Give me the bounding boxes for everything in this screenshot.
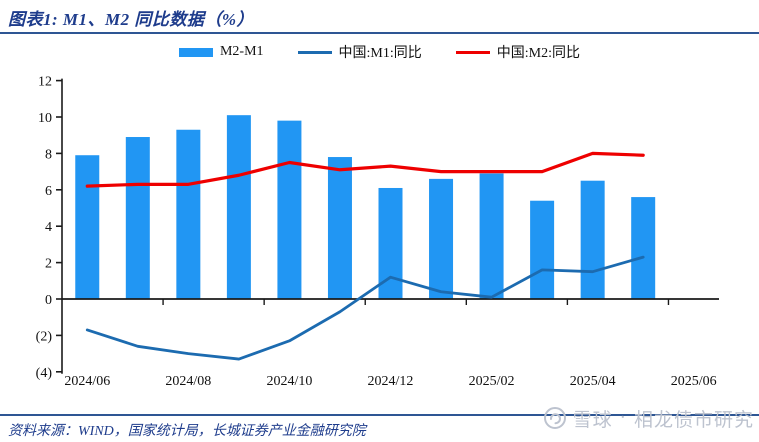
bar-2025/04 <box>580 180 605 299</box>
line-series-中国:M2:同比 <box>85 151 645 188</box>
figure-title: 图表1: M1、M2 同比数据（%） <box>8 10 255 29</box>
bar-2024/10 <box>277 120 302 299</box>
legend-item-0: M2-M1 <box>178 44 264 60</box>
chart-area: 12 10 8 6 4 2 0 (2) (4) 2024/06 2024/08 2024/10 2024… <box>0 66 759 400</box>
y-tick-label-2: 2 <box>45 257 52 272</box>
bar-2024/11 <box>327 157 352 299</box>
x-tick-label-2024/06: 2024/06 <box>64 374 110 389</box>
bar-2025/03 <box>530 200 555 299</box>
x-tick-label-2024/10: 2024/10 <box>266 374 312 389</box>
legend-label-1: 中国:M1:同比 <box>338 46 422 61</box>
source-note: 资料来源：WIND，国家统计局，长城证券产业金融研究院 <box>8 424 366 439</box>
watermark-brand: 雪球 <box>572 409 613 431</box>
bar-2025/01 <box>429 178 454 299</box>
bar-2024/07 <box>125 137 150 299</box>
y-tick-label-12: 12 <box>38 75 52 90</box>
legend-label-0: M2-M1 <box>219 44 264 59</box>
bar-2024/08 <box>176 129 201 299</box>
x-tick-label-2025/06: 2025/06 <box>671 374 717 389</box>
legend-item-1: 中国:M1:同比 <box>297 42 422 62</box>
chart-svg: 12 10 8 6 4 2 0 (2) (4) 2024/06 2024/08 2024/10 2024… <box>36 75 719 389</box>
legend-swatch-1 <box>297 50 332 54</box>
y-tick-label--2: (2) <box>36 329 53 344</box>
y-tick-label-6: 6 <box>45 184 52 199</box>
y-tick-label-8: 8 <box>45 147 52 162</box>
line-series-中国:M1:同比 <box>85 255 645 361</box>
chart-legend: M2-M1 中国:M1:同比 中国:M2:同比 <box>0 42 759 62</box>
legend-item-2: 中国:M2:同比 <box>455 42 581 62</box>
watermark-account: 相龙债市研究 <box>633 409 754 431</box>
x-tick-label-2024/12: 2024/12 <box>368 374 414 389</box>
x-tick-label-2025/02: 2025/02 <box>469 374 515 389</box>
bar-2024/09 <box>226 115 251 300</box>
watermark-separator: · <box>619 407 627 428</box>
legend-swatch-0 <box>178 47 213 57</box>
y-tick-label--4: (4) <box>36 366 53 381</box>
y-tick-label-4: 4 <box>45 220 52 235</box>
footer-rule <box>0 414 759 416</box>
x-tick-label-2025/04: 2025/04 <box>570 374 616 389</box>
y-tick-label-0: 0 <box>45 293 52 308</box>
y-tick-label-10: 10 <box>38 111 52 126</box>
bar-2025/02 <box>479 173 504 299</box>
legend-swatch-2 <box>455 50 490 54</box>
bar-2024/06 <box>75 155 100 299</box>
xueqiu-logo-icon <box>543 407 566 429</box>
legend-label-2: 中国:M2:同比 <box>496 46 581 61</box>
x-tick-label-2024/08: 2024/08 <box>165 374 211 389</box>
bar-2025/05 <box>631 197 656 299</box>
watermark: 雪球 · 相龙债市研究 <box>543 403 754 433</box>
title-underline <box>0 32 759 34</box>
